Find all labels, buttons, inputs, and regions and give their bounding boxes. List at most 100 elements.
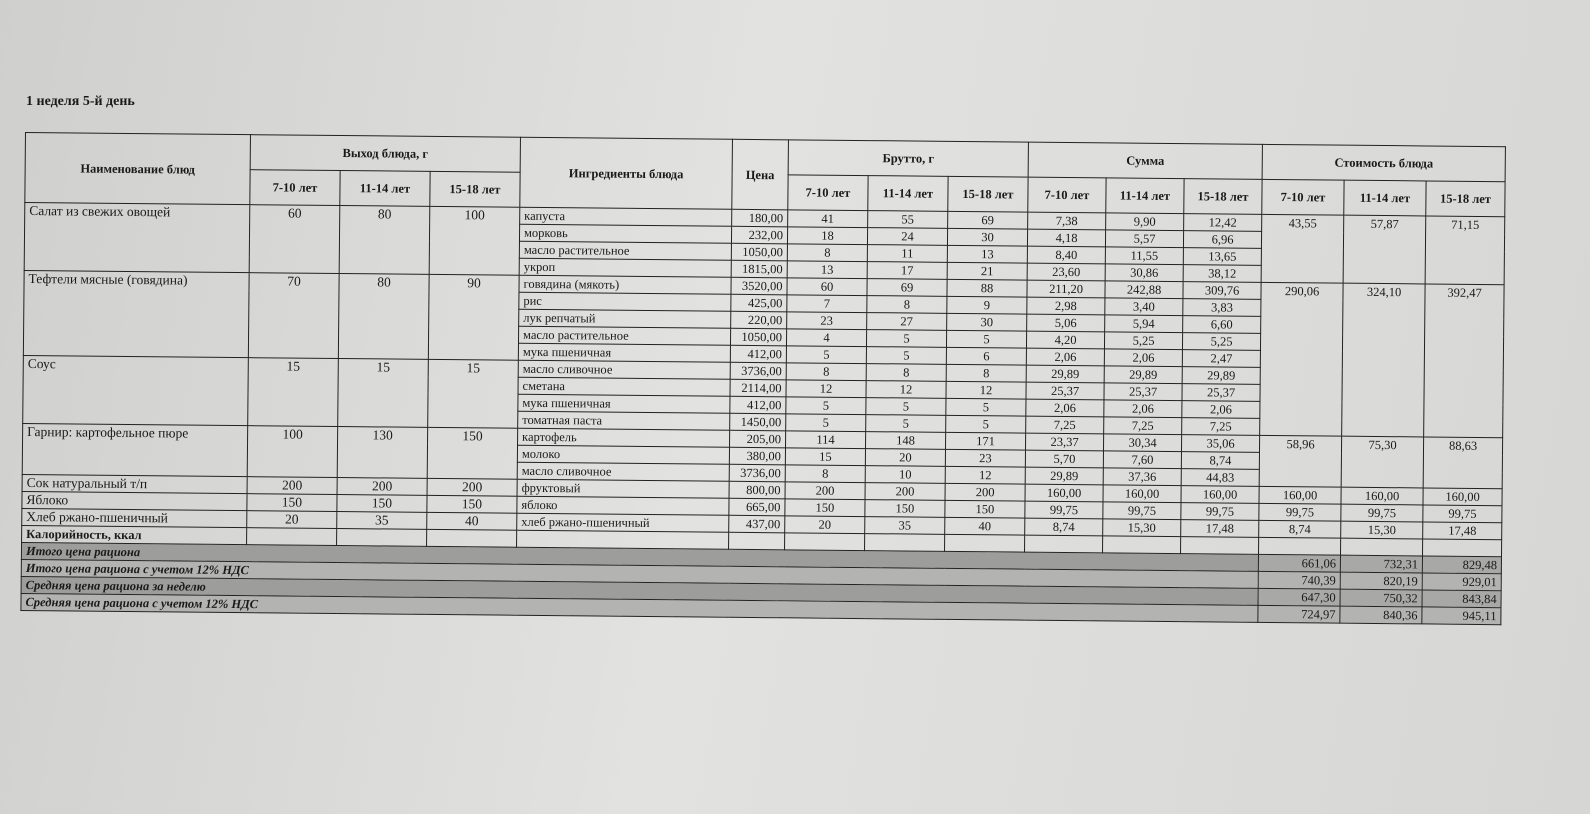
sum-value: 35,06	[1181, 434, 1260, 453]
brutto-value: 12	[865, 380, 947, 399]
dish-yield: 15	[427, 359, 519, 429]
sum-value: 8,74	[1181, 451, 1260, 470]
ingredient-price: 800,00	[729, 481, 786, 499]
header-age: 11-14 лет	[1105, 177, 1185, 214]
brutto-value: 5	[866, 346, 947, 365]
ingredient-name: фруктовый	[517, 479, 730, 499]
dish-yield: 60	[249, 204, 340, 274]
ingredient-name: мука пшеничная	[518, 343, 731, 363]
header-sum: Сумма	[1028, 142, 1263, 180]
brutto-value: 40	[944, 517, 1025, 536]
ingredient-name: молоко	[517, 445, 730, 465]
dish-cost: 43,55	[1261, 214, 1344, 284]
brutto-value: 150	[864, 499, 946, 518]
ingredient-price: 2114,00	[729, 379, 787, 397]
dish-cost: 8,74	[1258, 520, 1341, 539]
sum-value: 2,06	[1104, 348, 1183, 367]
ingredient-name: укроп	[519, 258, 732, 278]
sum-value: 2,47	[1182, 349, 1261, 368]
empty-cell	[864, 533, 945, 552]
brutto-value: 5	[785, 396, 866, 415]
brutto-value: 21	[947, 262, 1028, 281]
dish-cost: 88,63	[1423, 436, 1503, 489]
brutto-value: 5	[866, 329, 947, 348]
ingredient-name: капуста	[519, 207, 732, 227]
empty-cell	[246, 527, 337, 546]
empty-cell	[426, 529, 517, 548]
brutto-value: 27	[866, 312, 947, 331]
menu-table-wrapper: Наименование блюд Выход блюда, г Ингреди…	[20, 132, 1506, 625]
dish-name: Салат из свежих овощей	[24, 202, 250, 273]
header-ingredients: Ингредиенты блюда	[519, 137, 733, 210]
brutto-value: 55	[867, 210, 948, 229]
ingredient-name: мука пшеничная	[517, 394, 730, 414]
ingredient-price: 1050,00	[731, 243, 788, 261]
sum-value: 17,48	[1180, 519, 1259, 538]
brutto-value: 5	[786, 345, 867, 364]
brutto-value: 5	[945, 398, 1027, 417]
brutto-value: 148	[865, 431, 946, 450]
dish-yield: 200	[247, 476, 338, 495]
dish-cost: 392,47	[1423, 283, 1505, 438]
brutto-value: 10	[865, 465, 946, 484]
ingredient-price: 437,00	[728, 515, 785, 533]
dish-cost: 15,30	[1340, 521, 1423, 539]
empty-cell	[1258, 537, 1341, 556]
dish-cost: 99,75	[1258, 503, 1342, 522]
sum-value: 2,06	[1103, 399, 1183, 418]
dish-cost: 160,00	[1423, 487, 1503, 506]
header-yield: Выход блюда, г	[250, 134, 521, 173]
ingredient-name: масло растительное	[519, 241, 732, 261]
sum-value: 4,18	[1027, 229, 1106, 247]
ingredient-name: рис	[518, 292, 731, 312]
header-brutto: Брутто, г	[788, 139, 1029, 178]
brutto-value: 4	[786, 328, 867, 347]
dish-name: Гарнир: картофельное пюре	[22, 423, 248, 477]
brutto-value: 11	[867, 244, 948, 263]
sum-value: 5,25	[1104, 331, 1183, 350]
ingredient-price: 425,00	[730, 294, 787, 312]
ingredient-price: 180,00	[731, 209, 788, 227]
sum-value: 5,70	[1025, 450, 1104, 468]
sum-value: 242,88	[1104, 280, 1184, 299]
brutto-value: 13	[787, 260, 868, 279]
ingredient-price: 205,00	[729, 430, 786, 448]
ingredient-name: масло сливочное	[518, 360, 731, 380]
ingredient-price: 220,00	[730, 311, 787, 329]
empty-cell	[1024, 535, 1103, 553]
dish-yield: 200	[427, 478, 518, 497]
header-age: 7-10 лет	[1027, 177, 1107, 213]
dish-yield: 130	[337, 426, 428, 479]
brutto-value: 13	[947, 245, 1028, 264]
brutto-value: 20	[865, 448, 946, 467]
empty-cell	[516, 530, 729, 550]
sum-value: 4,20	[1026, 331, 1105, 349]
brutto-value: 171	[945, 432, 1026, 451]
ingredient-price: 412,00	[729, 396, 786, 414]
sum-value: 7,60	[1103, 450, 1182, 469]
sum-value: 309,76	[1182, 281, 1262, 300]
total-value: 843,84	[1422, 589, 1502, 608]
dish-cost: 290,06	[1259, 282, 1344, 437]
sum-value: 38,12	[1183, 264, 1262, 283]
empty-cell	[728, 532, 785, 550]
dish-yield: 20	[246, 510, 337, 529]
dish-name: Соус	[22, 355, 249, 426]
total-value: 829,48	[1422, 555, 1502, 574]
sum-value: 25,37	[1104, 382, 1183, 401]
sum-value: 12,42	[1183, 213, 1262, 232]
brutto-value: 6	[946, 347, 1027, 366]
sum-value: 29,89	[1182, 366, 1261, 385]
header-age: 11-14 лет	[867, 175, 949, 212]
sum-value: 2,06	[1026, 348, 1105, 366]
brutto-value: 17	[867, 261, 948, 280]
ingredient-name: масло растительное	[518, 326, 731, 346]
ingredient-price: 232,00	[731, 226, 788, 244]
brutto-value: 23	[786, 311, 867, 330]
brutto-value: 114	[785, 430, 866, 449]
brutto-value: 35	[864, 516, 945, 535]
sum-value: 25,37	[1026, 382, 1105, 400]
sum-value: 2,06	[1025, 399, 1105, 417]
dish-cost: 58,96	[1259, 435, 1342, 488]
total-value: 661,06	[1258, 554, 1341, 573]
